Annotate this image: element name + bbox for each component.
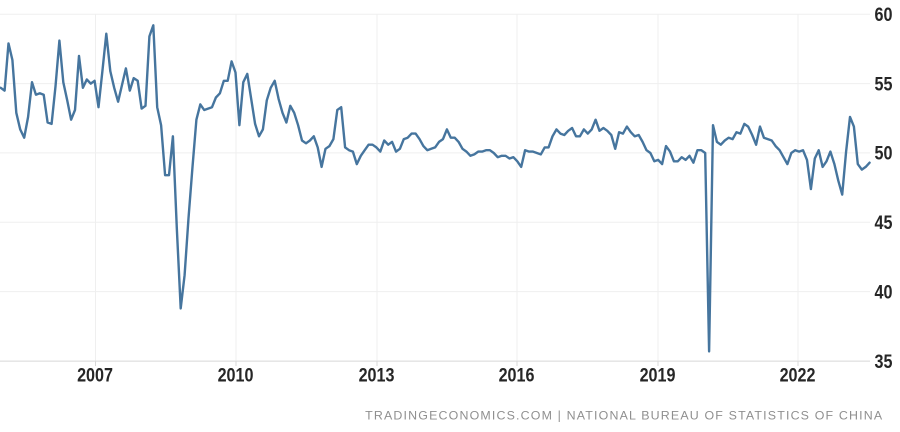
svg-text:55: 55 <box>875 73 893 95</box>
svg-text:2022: 2022 <box>780 364 816 386</box>
svg-text:2013: 2013 <box>359 364 395 386</box>
svg-text:TRADINGECONOMICS.COM | NATIONA: TRADINGECONOMICS.COM | NATIONAL BUREAU O… <box>365 408 883 422</box>
svg-text:40: 40 <box>875 281 893 303</box>
svg-text:2016: 2016 <box>499 364 535 386</box>
svg-text:50: 50 <box>875 142 893 164</box>
svg-text:2010: 2010 <box>218 364 254 386</box>
svg-text:35: 35 <box>875 351 893 373</box>
svg-text:2019: 2019 <box>640 364 676 386</box>
svg-text:60: 60 <box>875 4 893 26</box>
svg-text:45: 45 <box>875 212 893 234</box>
svg-text:2007: 2007 <box>77 364 113 386</box>
